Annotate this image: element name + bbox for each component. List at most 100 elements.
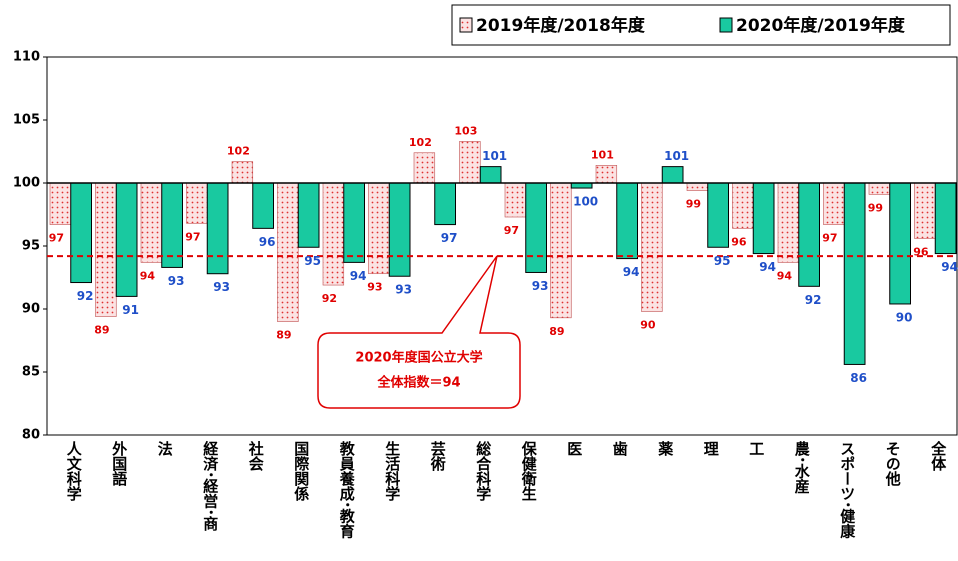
bar <box>914 182 936 239</box>
value-label: 92 <box>805 293 822 307</box>
bar <box>343 182 365 263</box>
value-label: 89 <box>276 329 291 342</box>
legend-swatch <box>719 17 733 33</box>
bar <box>186 182 208 224</box>
value-label: 94 <box>777 269 793 282</box>
value-label: 101 <box>591 148 614 161</box>
bar <box>616 182 638 260</box>
x-tick-label: 生活科学 <box>383 440 401 502</box>
bar <box>661 166 684 184</box>
x-tick-label: 薬 <box>656 440 674 457</box>
value-label: 97 <box>49 232 64 245</box>
value-label: 93 <box>367 281 382 294</box>
callout <box>317 255 521 409</box>
bar <box>277 182 299 322</box>
x-tick-label: 法 <box>156 440 174 457</box>
value-label: 93 <box>168 274 185 288</box>
x-tick-label: スポーツ･健康 <box>838 441 856 540</box>
bar <box>49 182 72 225</box>
bar <box>732 182 754 229</box>
value-label: 89 <box>549 325 564 338</box>
x-tick-label: 国際関係 <box>292 441 310 502</box>
x-tick-label: 農･水産 <box>793 440 811 495</box>
annotation: 2020年度国公立大学 <box>355 350 482 366</box>
legend-box <box>451 4 951 46</box>
value-label: 96 <box>731 235 747 248</box>
x-tick-label: 芸術 <box>429 440 447 472</box>
bar <box>434 182 456 226</box>
value-label: 93 <box>532 279 549 293</box>
bar <box>777 182 800 263</box>
bar <box>595 165 618 184</box>
x-tick-label: 総合科学 <box>474 440 492 502</box>
value-label: 96 <box>913 245 929 258</box>
x-tick-label: 保健衛生 <box>520 440 538 501</box>
bar <box>843 182 866 365</box>
value-label: 92 <box>77 289 94 303</box>
value-label: 95 <box>714 254 731 268</box>
value-label: 97 <box>822 232 837 245</box>
value-label: 94 <box>941 260 958 274</box>
bar <box>823 182 845 225</box>
value-label: 94 <box>350 269 367 283</box>
x-tick-label: 外国語 <box>110 440 128 487</box>
x-tick-label: 社会 <box>247 440 265 472</box>
value-label: 100 <box>573 195 598 209</box>
value-label: 94 <box>623 265 640 279</box>
value-label: 95 <box>304 254 321 268</box>
y-tick-label: 95 <box>22 239 40 254</box>
legend-swatch <box>459 17 473 33</box>
bar <box>889 182 911 305</box>
value-label: 102 <box>227 145 250 158</box>
value-label: 99 <box>868 201 883 214</box>
bar <box>504 182 527 218</box>
value-label: 97 <box>185 230 200 243</box>
bar <box>641 182 663 312</box>
bar <box>140 182 163 263</box>
bar <box>70 182 92 284</box>
bar <box>115 182 138 297</box>
bar <box>231 161 254 184</box>
bar <box>297 182 320 248</box>
value-label: 93 <box>213 280 230 294</box>
value-label: 96 <box>259 235 276 249</box>
value-label: 90 <box>896 310 913 324</box>
bar <box>752 182 775 255</box>
annotation: 全体指数＝94 <box>376 375 460 391</box>
bar <box>206 182 229 275</box>
bar <box>686 182 709 191</box>
value-label: 89 <box>94 324 109 337</box>
value-label: 99 <box>686 198 701 211</box>
bar <box>707 182 729 248</box>
bar <box>550 182 572 319</box>
bar <box>368 182 390 275</box>
x-tick-label: 歯 <box>611 440 629 457</box>
value-label: 93 <box>395 283 412 297</box>
bar <box>252 182 274 229</box>
value-label: 101 <box>664 149 689 163</box>
value-label: 102 <box>409 136 432 149</box>
x-tick-label: 全体 <box>929 440 947 472</box>
y-tick-label: 110 <box>13 50 40 65</box>
value-label: 97 <box>504 224 519 237</box>
x-tick-label: 教員養成･教育 <box>338 440 356 540</box>
value-label: 86 <box>850 371 867 385</box>
legend-label: 2020年度/2019年度 <box>736 15 906 36</box>
value-label: 97 <box>441 231 458 245</box>
y-tick-label: 80 <box>22 428 40 443</box>
x-tick-label: その他 <box>884 441 902 487</box>
x-tick-label: 工 <box>747 441 765 456</box>
value-label: 92 <box>322 292 337 305</box>
bar <box>413 152 436 184</box>
value-label: 94 <box>140 269 156 282</box>
bar <box>934 182 957 255</box>
bar <box>479 166 502 184</box>
legend-label: 2019年度/2018年度 <box>476 15 646 36</box>
bar <box>570 182 593 189</box>
value-label: 90 <box>640 319 656 332</box>
value-label: 103 <box>454 124 477 137</box>
y-tick-label: 90 <box>22 302 40 317</box>
bar <box>798 182 820 287</box>
bar <box>868 182 891 195</box>
